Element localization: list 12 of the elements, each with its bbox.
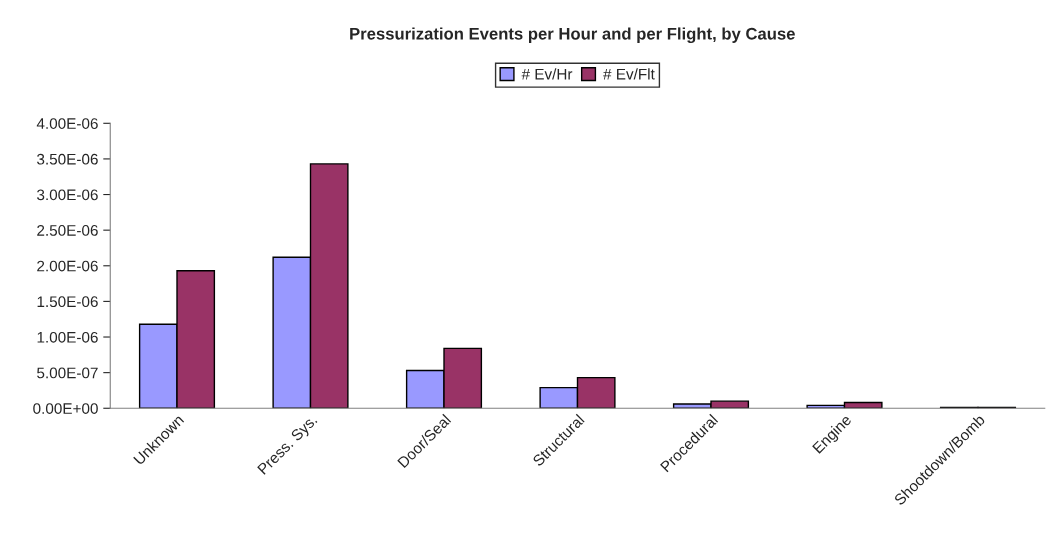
legend-label: # Ev/Flt xyxy=(603,68,655,80)
y-tick-label: 5.00E-07 xyxy=(37,367,98,379)
chart-title: Pressurization Events per Hour and per Flight, by Cause xyxy=(350,27,795,44)
y-tick-label: 0.00E+00 xyxy=(33,403,98,414)
y-tick-label: 1.50E-06 xyxy=(37,296,98,308)
y-tick-label: 4.00E-06 xyxy=(36,118,98,129)
y-tick-label: 2.50E-06 xyxy=(37,225,98,236)
legend-label: # Ev/Hr xyxy=(521,68,573,80)
y-tick-label: 3.00E-06 xyxy=(37,189,98,201)
y-tick-label: 2.00E-06 xyxy=(37,260,98,272)
y-tick-label: 1.00E-06 xyxy=(37,331,98,343)
y-tick-label: 3.50E-06 xyxy=(37,153,98,165)
